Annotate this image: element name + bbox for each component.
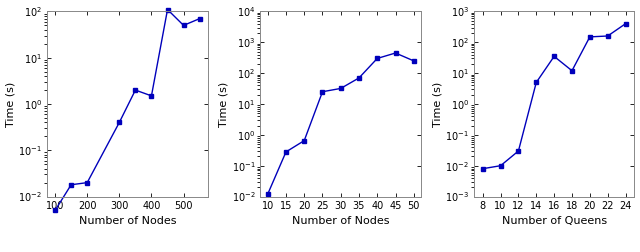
Y-axis label: Time (s): Time (s) <box>219 81 229 127</box>
X-axis label: Number of Queens: Number of Queens <box>502 216 607 226</box>
X-axis label: Number of Nodes: Number of Nodes <box>292 216 390 226</box>
X-axis label: Number of Nodes: Number of Nodes <box>79 216 176 226</box>
Y-axis label: Time (s): Time (s) <box>6 81 15 127</box>
Y-axis label: Time (s): Time (s) <box>432 81 442 127</box>
